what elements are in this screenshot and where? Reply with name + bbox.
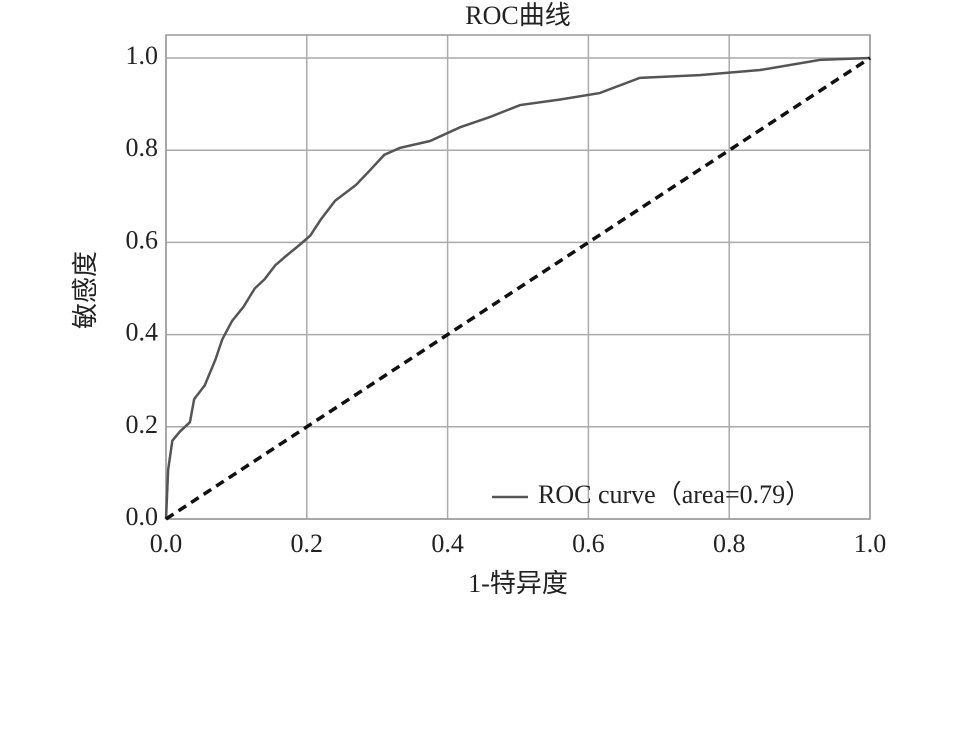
x-tick-label: 0.6 [572,529,605,558]
y-axis-label: 敏感度 [71,251,100,329]
chart-title: ROC曲线 [465,1,570,30]
x-tick-label: 1.0 [854,529,887,558]
x-tick-label: 0.2 [291,529,324,558]
roc-line [165,56,871,521]
legend-label: ROC curve（area=0.79） [538,480,811,509]
y-tick-label: 0.6 [126,225,159,254]
x-tick-label: 0.0 [150,529,183,558]
y-tick-label: 0.2 [126,410,159,439]
x-tick-label: 0.4 [431,529,464,558]
y-tick-label: 0.4 [126,318,159,347]
roc-line [164,56,871,520]
y-tick-label: 0.8 [126,133,159,162]
x-tick-label: 0.8 [713,529,746,558]
y-tick-label: 0.0 [126,502,159,531]
y-tick-label: 1.0 [126,41,159,70]
plot-frame [165,34,871,520]
x-axis-label: 1-特异度 [468,569,568,598]
